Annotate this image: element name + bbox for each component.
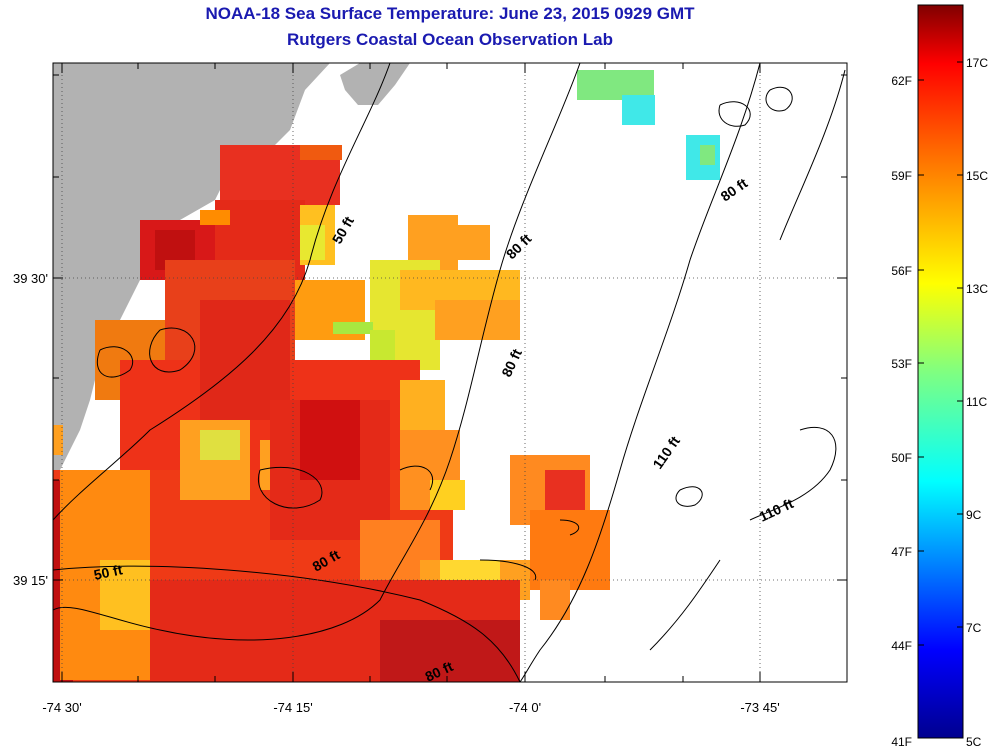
tick-marks (53, 63, 847, 682)
sst-data-layer (53, 70, 720, 682)
x-tick-label: -73 45' (740, 700, 779, 715)
graticule (53, 63, 847, 682)
colorbar-c-label: 7C (966, 621, 982, 635)
colorbar-f-label: 47F (891, 545, 912, 559)
y-tick-label: 39 30' (13, 271, 48, 286)
map-title: NOAA-18 Sea Surface Temperature: June 23… (205, 4, 695, 23)
colorbar (917, 4, 964, 739)
bathymetry-contours (53, 63, 846, 682)
colorbar-f-label: 53F (891, 357, 912, 371)
colorbar-c-label: 17C (966, 56, 988, 70)
colorbar-f-label: 41F (891, 735, 912, 749)
colorbar-f-label: 56F (891, 264, 912, 278)
x-tick-label: -74 0' (509, 700, 541, 715)
colorbar-f-label: 44F (891, 639, 912, 653)
colorbar-c-label: 11C (966, 395, 987, 409)
plot-frame (52, 62, 848, 683)
colorbar-ticks (918, 61, 963, 646)
colorbar-f-label: 50F (891, 451, 912, 465)
land-mass (340, 63, 410, 105)
contour-label: 50 ft (92, 561, 124, 583)
colorbar-c-label: 5C (966, 735, 982, 749)
colorbar-f-label: 62F (891, 74, 912, 88)
colorbar-f-label: 59F (891, 169, 912, 183)
colorbar-c-label: 15C (966, 169, 988, 183)
x-tick-label: -74 30' (42, 700, 81, 715)
x-tick-label: -74 15' (273, 700, 312, 715)
y-tick-label: 39 15' (13, 573, 48, 588)
land-mass (53, 63, 330, 480)
colorbar-c-label: 13C (966, 282, 988, 296)
colorbar-c-label: 9C (966, 508, 982, 522)
map-subtitle: Rutgers Coastal Ocean Observation Lab (287, 30, 613, 49)
